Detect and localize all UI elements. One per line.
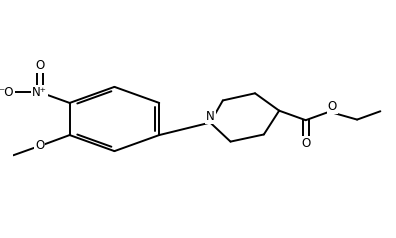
Text: O: O [35,59,44,72]
Text: N⁺: N⁺ [32,86,47,99]
Text: O: O [327,100,337,113]
Text: N: N [206,110,215,123]
Text: ⁻O: ⁻O [0,86,14,99]
Text: O: O [35,139,44,152]
Text: O: O [301,137,310,150]
